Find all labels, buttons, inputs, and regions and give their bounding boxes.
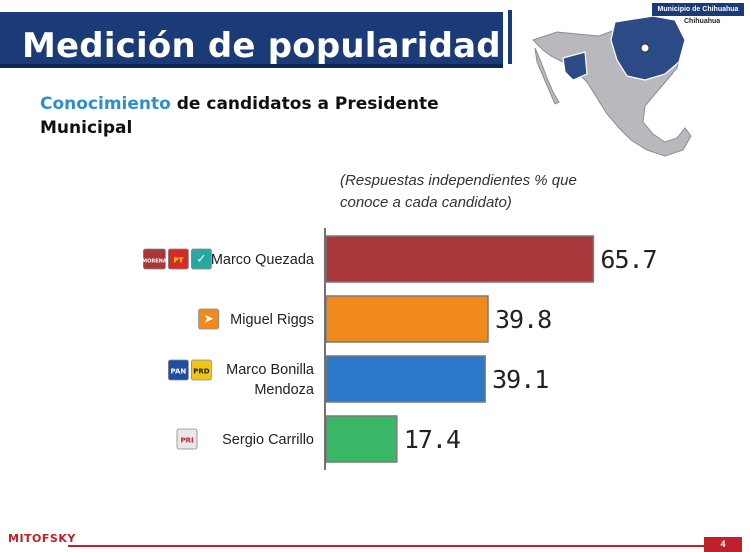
subtitle-rest: de candidatos a Presidente Municipal <box>40 94 439 138</box>
value-label-2: 39.1 <box>492 365 548 394</box>
mc-logo-text: ➤ <box>204 312 214 326</box>
mitofsky-logo: MITOFSKY <box>8 532 76 545</box>
subtitle-highlight: Conocimiento <box>40 94 171 114</box>
header-bar: Medición de popularidad <box>0 12 503 68</box>
category-label-0: Marco Quezada <box>211 252 315 268</box>
prd-logo <box>190 359 212 381</box>
value-label-3: 17.4 <box>404 425 460 454</box>
pt-logo-text: PT <box>173 257 183 265</box>
morena-logo <box>142 248 166 270</box>
mexico-map-icon <box>532 15 692 157</box>
pes-logo-text: ✓ <box>196 252 206 266</box>
pri-logo <box>176 428 198 450</box>
header-divider <box>508 10 512 64</box>
map-sublabel: Chihuahua <box>684 18 721 25</box>
page-title: Medición de popularidad <box>22 26 501 66</box>
prd-logo-text: PRD <box>193 368 210 376</box>
bar-0 <box>325 235 595 283</box>
morena-logo-text: MORENA <box>142 259 167 265</box>
bar-2 <box>325 355 486 403</box>
pes-logo <box>190 248 212 270</box>
mc-logo <box>198 308 220 330</box>
category-label-2-line-0: Marco Bonilla <box>226 362 315 378</box>
bar-3 <box>325 415 398 463</box>
value-label-1: 39.8 <box>495 305 551 334</box>
category-label-2-line-1: Mendoza <box>254 382 315 398</box>
category-label-1: Miguel Riggs <box>230 312 314 328</box>
page-number: 4 <box>704 537 742 552</box>
chart-note: (Respuestas independientes % que conoce … <box>340 172 577 211</box>
category-label-3: Sergio Carrillo <box>222 432 314 448</box>
value-label-0: 65.7 <box>600 245 656 274</box>
pri-logo-text: PRI <box>180 437 193 445</box>
footer-line <box>68 545 708 547</box>
pan-logo-text: PAN <box>171 368 187 376</box>
bar-1 <box>325 295 489 343</box>
map-label: Municipio de Chihuahua <box>652 3 744 16</box>
chart-subtitle: Conocimiento de candidatos a Presidente … <box>40 92 480 140</box>
pt-logo <box>167 248 189 270</box>
pan-logo <box>167 359 189 381</box>
